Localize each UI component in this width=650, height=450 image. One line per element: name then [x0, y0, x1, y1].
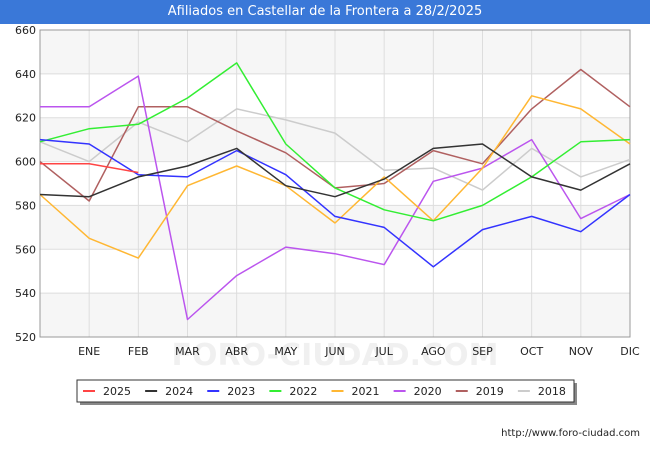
legend: 2025 2024 2023 2022 2021 2020 2019 2018 [76, 379, 577, 405]
x-tick-label: DIC [620, 345, 640, 358]
legend-label: 2019 [476, 385, 504, 398]
series-line-2024 [39, 143, 631, 198]
series-line-2023 [39, 138, 631, 268]
x-tick-label: MAY [274, 345, 297, 358]
legend-label: 2022 [289, 385, 317, 398]
source-url: http://www.foro-ciudad.com [501, 428, 640, 439]
legend-label: 2020 [414, 385, 442, 398]
x-tick-label: JUL [374, 345, 393, 358]
y-tick-label: 660 [15, 24, 36, 37]
legend-label: 2025 [103, 385, 131, 398]
y-tick-label: 520 [15, 331, 36, 344]
series-lines [39, 62, 631, 321]
y-tick-label: 620 [15, 112, 36, 125]
series-line-2020 [40, 75, 631, 321]
legend-label: 2024 [165, 385, 193, 398]
x-tick-label: ABR [225, 345, 248, 358]
y-tick-label: 640 [15, 68, 36, 81]
watermark: FORO-CIUDAD.COM [172, 338, 499, 373]
y-tick-label: 580 [15, 199, 36, 212]
y-tick-label: 540 [15, 287, 36, 300]
grid [39, 29, 631, 338]
series-line-2021 [39, 95, 631, 259]
series-line-2025 [40, 163, 139, 174]
x-tick-label: FEB [128, 345, 149, 358]
x-tick-label: NOV [569, 345, 594, 358]
x-tick-label: SEP [472, 345, 493, 358]
series-line-2018 [39, 108, 631, 191]
chart-title: Afiliados en Castellar de la Frontera a … [0, 0, 650, 24]
x-tick-label: JUN [324, 345, 345, 358]
legend-label: 2018 [538, 385, 566, 398]
axis-labels: 520 540 560 580 600 620 640 660 ENE FEB MAR ABR MAY J… [15, 24, 640, 358]
x-tick-label: ENE [78, 345, 100, 358]
y-tick-label: 600 [15, 156, 36, 169]
legend-label: 2021 [352, 385, 380, 398]
legend-box [76, 379, 575, 403]
y-tick-label: 560 [15, 243, 36, 256]
x-tick-label: OCT [520, 345, 543, 358]
x-tick-label: AGO [421, 345, 446, 358]
x-tick-label: MAR [175, 345, 200, 358]
plot-border [39, 29, 631, 338]
legend-label: 2023 [227, 385, 255, 398]
